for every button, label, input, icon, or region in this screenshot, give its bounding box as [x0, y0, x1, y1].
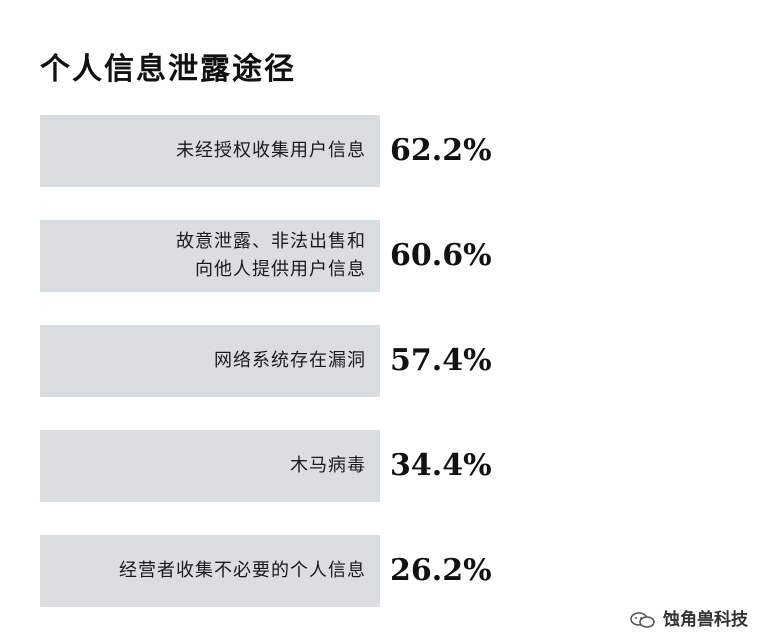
data-label: 62.2%: [390, 133, 492, 168]
category-label: 网络系统存在漏洞: [40, 325, 380, 397]
category-label-line: 故意泄露、非法出售和: [176, 231, 366, 252]
data-label: 57.4%: [390, 343, 492, 378]
category-label: 经营者收集不必要的个人信息: [40, 535, 380, 607]
category-label-line: 未经授权收集用户信息: [176, 140, 366, 161]
category-label: 故意泄露、非法出售和向他人提供用户信息: [40, 220, 380, 292]
wechat-bubbles-icon: [630, 612, 655, 628]
category-label-line: 经营者收集不必要的个人信息: [119, 560, 366, 581]
data-label: 60.6%: [390, 238, 492, 273]
category-label: 木马病毒: [40, 430, 380, 502]
category-label-line: 网络系统存在漏洞: [214, 350, 366, 371]
category-label-line: 木马病毒: [290, 455, 366, 476]
data-label: 34.4%: [390, 448, 492, 483]
watermark: 蚀角兽科技: [629, 605, 748, 630]
category-label-line: 向他人提供用户信息: [195, 259, 366, 280]
chart-title: 个人信息泄露途径: [40, 52, 296, 87]
data-label: 26.2%: [390, 553, 492, 588]
watermark-text: 蚀角兽科技: [663, 610, 748, 630]
category-label: 未经授权收集用户信息: [40, 115, 380, 187]
